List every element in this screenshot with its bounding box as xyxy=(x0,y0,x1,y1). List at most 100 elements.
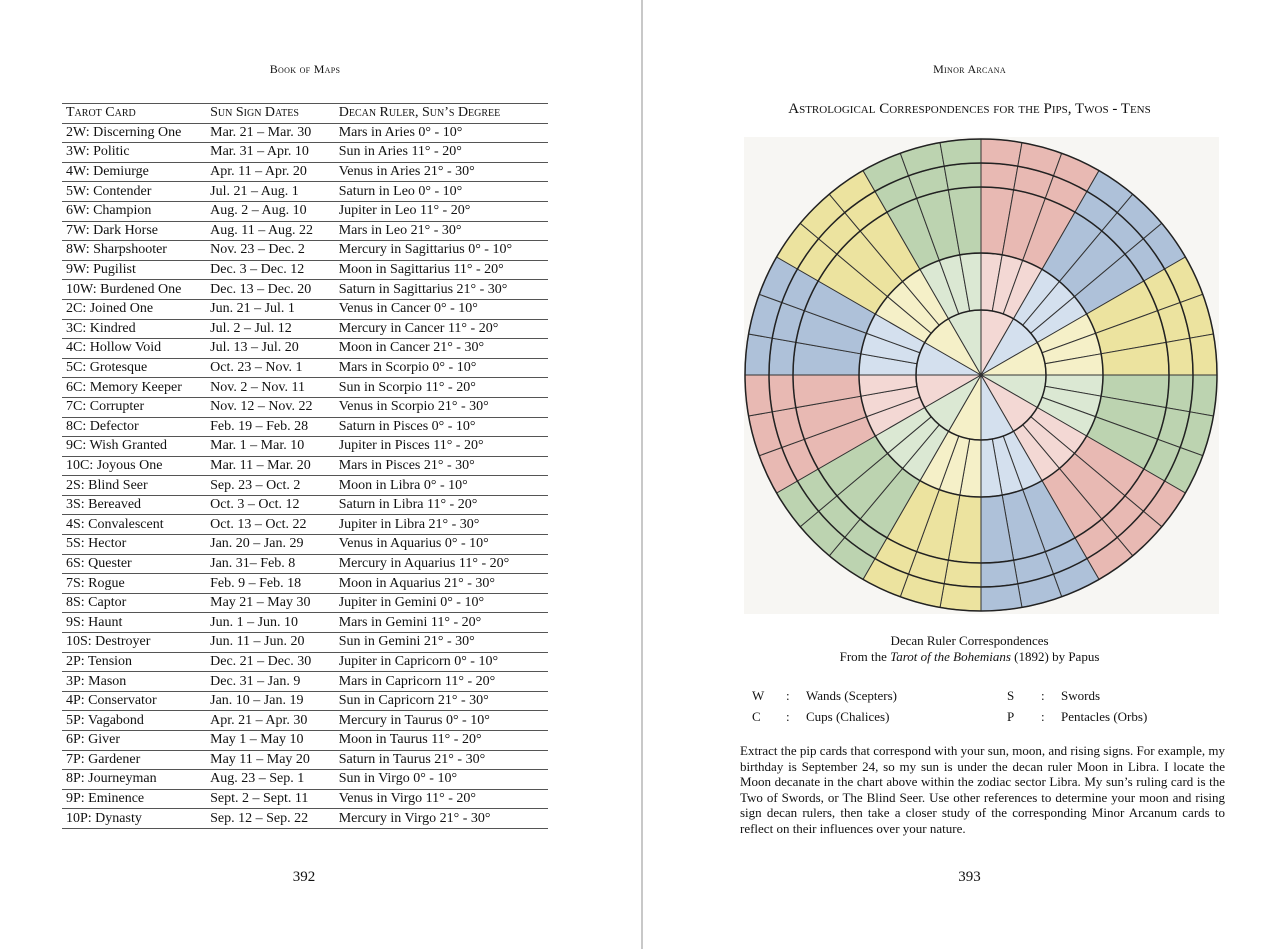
ring-outline xyxy=(768,162,1194,588)
table-cell: Feb. 9 – Feb. 18 xyxy=(206,573,335,594)
page-gutter xyxy=(641,0,643,949)
table-cell: Mercury in Aquarius 11° - 20° xyxy=(334,554,548,575)
decan-cell xyxy=(1189,374,1218,417)
decan-cell xyxy=(980,138,1023,167)
table-cell: Mar. 1 – Mar. 10 xyxy=(206,436,335,457)
table-cell: Mar. 11 – Mar. 20 xyxy=(206,456,335,477)
legend-name: Cups (Chalices) xyxy=(806,709,890,724)
table-cell: 10C: Joyous One xyxy=(62,456,207,477)
table-cell: 4P: Conservator xyxy=(62,691,207,712)
decan-cell xyxy=(939,138,982,167)
table-cell: 7W: Dark Horse xyxy=(62,221,207,242)
table-cell: Venus in Virgo 11° - 20° xyxy=(334,789,548,810)
table-cell: Jupiter in Capricorn 0° - 10° xyxy=(334,652,548,673)
table-row: 5S: Hector Jan. 20 – Jan. 29 Venus in Aqua… xyxy=(62,534,548,555)
legend-separator: : xyxy=(1041,709,1045,724)
table-cell: Mercury in Virgo 21° - 30° xyxy=(334,808,548,829)
table-cell: 6W: Champion xyxy=(62,201,207,222)
table-row: 2C: Joined One Jun. 21 – Jul. 1 Venus in C… xyxy=(62,299,548,320)
decan-cell xyxy=(980,162,1019,191)
caption-text: From the xyxy=(839,649,887,664)
table-cell: Aug. 11 – Aug. 22 xyxy=(206,221,335,242)
table-cell: Mars in Pisces 21° - 30° xyxy=(334,456,548,477)
table-cell: Sun in Virgo 0° - 10° xyxy=(334,769,548,790)
decan-cell xyxy=(943,559,982,588)
table-cell: 6C: Memory Keeper xyxy=(62,377,207,398)
table-row: 10W: Burdened One Dec. 13 – Dec. 20 Saturn… xyxy=(62,279,548,300)
table-cell: 2S: Blind Seer xyxy=(62,475,207,496)
table-cell: Dec. 31 – Jan. 9 xyxy=(206,671,335,692)
table-cell: 10S: Destroyer xyxy=(62,632,207,653)
legend-separator: : xyxy=(786,688,790,703)
table-cell: Saturn in Taurus 21° - 30° xyxy=(334,750,548,771)
table-cell: Jupiter in Pisces 11° - 20° xyxy=(334,436,548,457)
header-row: Tarot Card Sun Sign Dates Decan Ruler, Sun… xyxy=(62,103,548,124)
table-cell: Jupiter in Leo 11° - 20° xyxy=(334,201,548,222)
table-cell: Sept. 2 – Sept. 11 xyxy=(206,789,335,810)
table-cell: Nov. 2 – Nov. 11 xyxy=(206,377,335,398)
table-cell: Saturn in Leo 0° - 10° xyxy=(334,181,548,202)
caption-text: (1892) by Papus xyxy=(1014,649,1100,664)
column-header: Sun Sign Dates xyxy=(206,103,335,124)
table-row: 10S: Destroyer Jun. 11 – Jun. 20 Sun in Ge… xyxy=(62,632,548,653)
table-cell: 3S: Bereaved xyxy=(62,495,207,516)
table-cell: Mars in Aries 0° - 10° xyxy=(334,123,548,144)
table-cell: May 11 – May 20 xyxy=(206,750,335,771)
table-cell: Moon in Cancer 21° - 30° xyxy=(334,338,548,359)
table-row: 8P: Journeyman Aug. 23 – Sep. 1 Sun in Vir… xyxy=(62,769,548,790)
table-row: 5W: Contender Jul. 21 – Aug. 1 Saturn in L… xyxy=(62,181,548,202)
table-cell: Sun in Scorpio 11° - 20° xyxy=(334,377,548,398)
table-row: 6W: Champion Aug. 2 – Aug. 10 Jupiter in L… xyxy=(62,201,548,222)
table-row: 4P: Conservator Jan. 10 – Jan. 19 Sun in C… xyxy=(62,691,548,712)
table-row: 9W: Pugilist Dec. 3 – Dec. 12 Moon in Sagi… xyxy=(62,260,548,281)
table-cell: 6P: Giver xyxy=(62,730,207,751)
table-cell: Moon in Libra 0° - 10° xyxy=(334,475,548,496)
table-cell: Venus in Aries 21° - 30° xyxy=(334,162,548,183)
table-cell: 8W: Sharpshooter xyxy=(62,240,207,261)
legend-name: Wands (Scepters) xyxy=(806,688,898,703)
table-cell: 3P: Mason xyxy=(62,671,207,692)
table-cell: Mercury in Taurus 0° - 10° xyxy=(334,710,548,731)
table-cell: 7P: Gardener xyxy=(62,750,207,771)
decan-wheel-illustration xyxy=(744,137,1219,614)
legend-key: C xyxy=(752,709,761,724)
left-page: Book of Maps Tarot Card Sun Sign Dates Dec… xyxy=(0,0,642,949)
caption-line: Decan Ruler Correspondences xyxy=(890,633,1049,648)
table-cell: Mercury in Cancer 11° - 20° xyxy=(334,319,548,340)
table-cell: Jun. 11 – Jun. 20 xyxy=(206,632,335,653)
legend-key: P xyxy=(1007,709,1015,724)
body-paragraph: Extract the pip cards that correspond wi… xyxy=(740,743,1225,836)
legend-key: W xyxy=(752,688,765,703)
table-row: 5P: Vagabond Apr. 21 – Apr. 30 Mercury in … xyxy=(62,710,548,731)
table-cell: 9C: Wish Granted xyxy=(62,436,207,457)
table-cell: Jul. 2 – Jul. 12 xyxy=(206,319,335,340)
table-cell: Mars in Scorpio 0° - 10° xyxy=(334,358,548,379)
table-row: 10C: Joyous One Mar. 11 – Mar. 20 Mars in … xyxy=(62,456,548,477)
table-cell: Moon in Sagittarius 11° - 20° xyxy=(334,260,548,281)
table-cell: Mar. 31 – Apr. 10 xyxy=(206,142,335,163)
table-cell: Mercury in Sagittarius 0° - 10° xyxy=(334,240,548,261)
table-cell: 9P: Eminence xyxy=(62,789,207,810)
page-number: 392 xyxy=(292,869,316,885)
table-cell: 5C: Grotesque xyxy=(62,358,207,379)
table-row: 4C: Hollow Void Jul. 13 – Jul. 20 Moon in … xyxy=(62,338,548,359)
table-cell: Jul. 13 – Jul. 20 xyxy=(206,338,335,359)
table-cell: Jupiter in Gemini 0° - 10° xyxy=(334,593,548,614)
table-row: 2W: Discerning One Mar. 21 – Mar. 30 Mars … xyxy=(62,123,548,144)
table-cell: 5S: Hector xyxy=(62,534,207,555)
table-cell: Venus in Cancer 0° - 10° xyxy=(334,299,548,320)
table-cell: Oct. 23 – Nov. 1 xyxy=(206,358,335,379)
table-cell: 3C: Kindred xyxy=(62,319,207,340)
table-cell: 2W: Discerning One xyxy=(62,123,207,144)
table-cell: 6S: Quester xyxy=(62,554,207,575)
caption-book-title: Tarot of the Bohemians xyxy=(890,649,1011,664)
legend-separator: : xyxy=(786,709,790,724)
table-row: 3W: Politic Mar. 31 – Apr. 10 Sun in Aries… xyxy=(62,142,548,163)
table-cell: Dec. 13 – Dec. 20 xyxy=(206,279,335,300)
table-cell: 3W: Politic xyxy=(62,142,207,163)
table-cell: Aug. 2 – Aug. 10 xyxy=(206,201,335,222)
decan-cell xyxy=(744,374,773,417)
table-row: 7C: Corrupter Nov. 12 – Nov. 22 Venus in S… xyxy=(62,397,548,418)
table-cell: 8S: Captor xyxy=(62,593,207,614)
table-cell: Moon in Taurus 11° - 20° xyxy=(334,730,548,751)
